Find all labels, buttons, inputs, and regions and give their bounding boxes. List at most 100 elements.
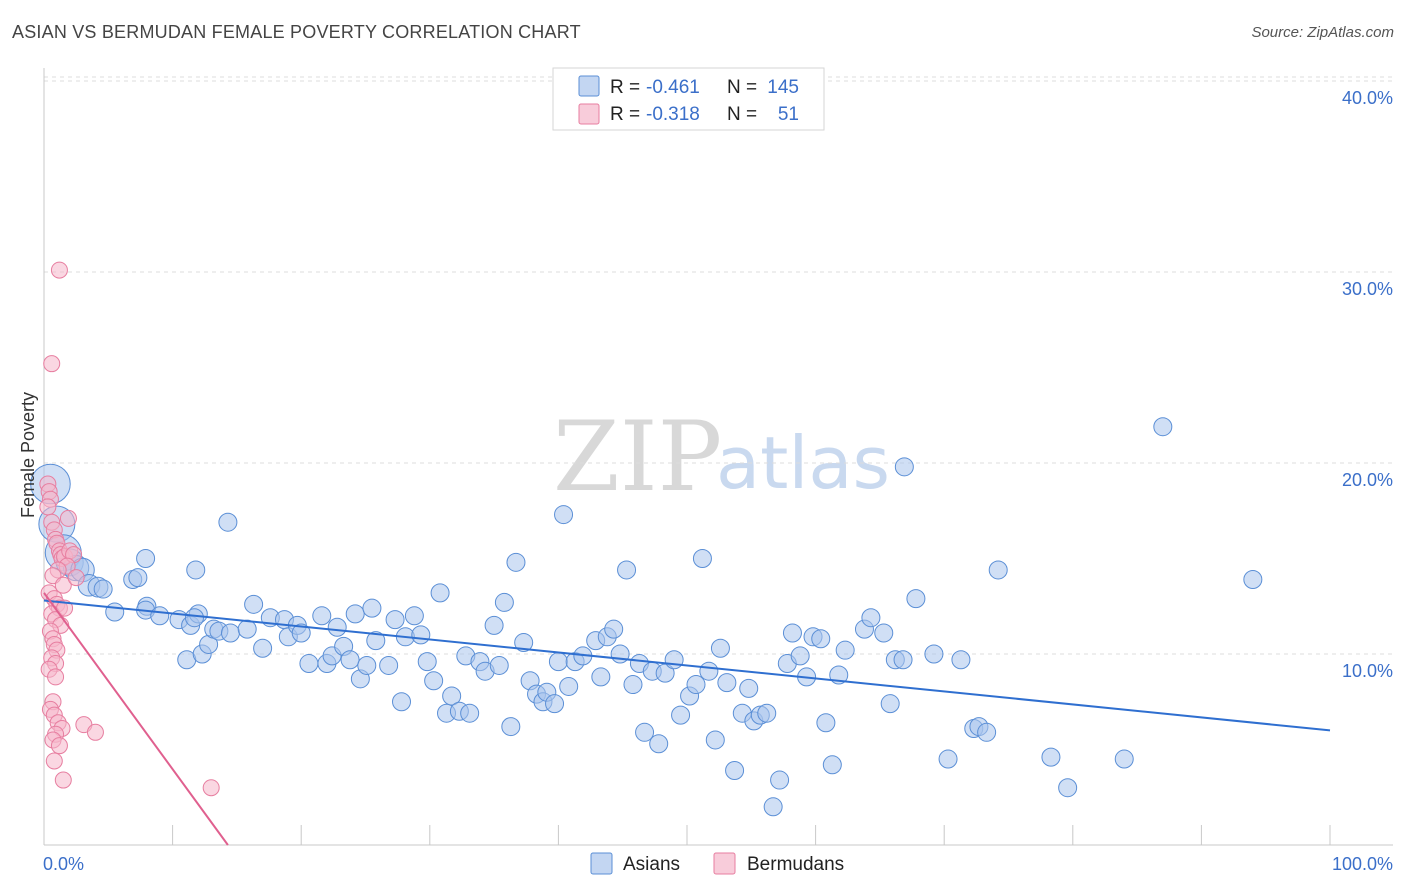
asian-point [591,667,611,687]
bottom-legend-bermudans: Bermudans [747,854,844,875]
asian-point [392,692,412,712]
asian-point [186,560,206,580]
asian-point [385,610,405,630]
asian-point [291,623,311,643]
bermudan-point [50,261,68,279]
asian-point [770,770,790,790]
legend-r-label: R = [610,104,640,125]
asian-point [757,703,777,723]
trendlines [43,592,1331,846]
asian-point [136,549,156,568]
asian-point [559,676,579,696]
asian-point [671,705,691,725]
asian-point [861,608,881,628]
bermudans-points [39,261,220,797]
asian-point [327,617,347,637]
asian-point [988,560,1008,580]
asian-point [484,615,504,635]
asian-point [790,646,810,666]
asian-point [545,694,565,714]
asian-point [218,512,238,532]
asian-point [554,505,574,525]
grid [44,76,1393,655]
bermudan-point [202,779,220,797]
asian-point [705,730,725,750]
asian-point [1243,570,1263,590]
bermudan-point [54,576,72,594]
asian-point [404,606,424,626]
asian-point [699,661,719,681]
asian-point [739,678,759,698]
asian-point [411,625,431,645]
asian-point [548,652,568,672]
bermudan-point [39,498,57,516]
y-tick-label: 40.0% [1342,88,1393,108]
asian-point [835,640,855,660]
legend-swatch-asians [578,75,600,97]
y-tick-label: 30.0% [1342,279,1393,299]
watermark-zip: ZIP [553,401,722,513]
asian-point [501,717,521,737]
asian-point [686,675,706,695]
asian-point [312,606,332,626]
asian-point [617,560,637,580]
bermudan-point [86,723,104,741]
y-axis-label: Female Poverty [18,392,38,518]
chart-title: ASIAN VS BERMUDAN FEMALE POVERTY CORRELA… [12,22,581,42]
asian-point [604,619,624,639]
legend-n-label: N = [727,77,757,98]
asian-point [816,713,836,733]
asian-point [506,552,526,572]
asian-point [220,623,240,643]
x-tick-label: 0.0% [43,854,84,874]
asian-point [717,673,737,693]
bottom-legend-swatch-bermudans [713,852,736,875]
asian-point [460,703,480,723]
legend-asians-r: -0.461 [646,77,700,98]
asian-point [489,655,509,675]
asian-point [635,722,655,742]
asian-point [938,749,958,769]
bottom-legend-asians: Asians [623,854,680,875]
bermudan-point [59,509,77,527]
bermudan-point [45,752,63,770]
asian-point [977,722,997,742]
bermudan-point [67,569,85,587]
asian-point [1153,417,1173,437]
asian-point [811,629,831,649]
bottom-legend-swatch-asians [590,852,613,875]
asian-point [424,671,444,691]
legend-bermudans-r: -0.318 [646,104,700,125]
asian-point [379,655,399,675]
asian-point [906,589,926,609]
asian-point [664,650,684,670]
legend-n-label: N = [727,104,757,125]
asian-point [951,650,971,670]
legend-r-label: R = [610,77,640,98]
asian-point [623,675,643,695]
asian-point [184,608,204,628]
bermudan-point [50,737,68,755]
asian-point [649,734,669,754]
asian-point [893,650,913,670]
asians-trendline [43,599,1331,732]
asian-point [237,619,257,639]
axes [43,68,1393,846]
bottom-legend: Asians Bermudans [590,852,844,875]
asian-point [430,583,450,603]
legend-swatch-bermudans [578,103,600,125]
legend: R = -0.461 N = 145 R = -0.318 N = 51 [552,67,825,131]
asian-point [822,755,842,775]
y-tick-label: 10.0% [1342,661,1393,681]
asian-point [93,579,113,599]
asian-point [362,598,382,618]
asian-point [417,652,437,672]
asian-point [244,594,264,614]
asian-point [340,650,360,670]
asian-point [782,623,802,643]
asian-point [763,797,783,817]
y-tick-label: 20.0% [1342,470,1393,490]
asian-point [357,655,377,675]
asian-point [514,633,534,653]
